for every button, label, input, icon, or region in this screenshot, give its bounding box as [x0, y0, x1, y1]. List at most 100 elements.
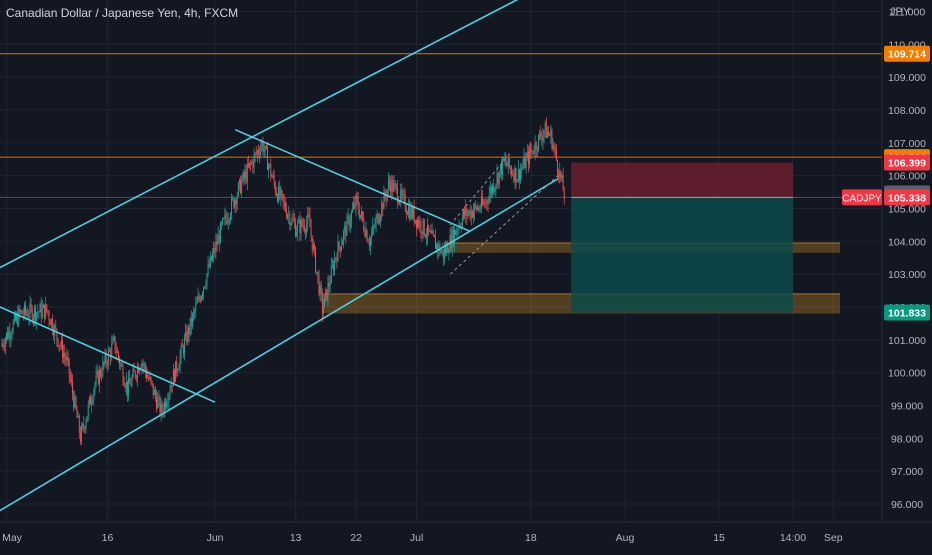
candle-body [129, 378, 131, 384]
candle-body [494, 188, 496, 192]
candle-body [306, 223, 308, 233]
candle-body [532, 150, 534, 154]
candle-body [503, 157, 505, 161]
candle-body [271, 176, 273, 178]
candle-body [480, 197, 482, 209]
candle-body [274, 183, 276, 193]
candle-body [318, 275, 320, 295]
candle-body [317, 271, 319, 276]
candle-body [461, 217, 463, 227]
candle-body [542, 134, 544, 141]
candle-body [457, 230, 459, 232]
candle-body [32, 317, 34, 321]
candle-body [346, 217, 348, 236]
candle-body [256, 150, 258, 155]
candle-body [368, 242, 370, 247]
candle-body [385, 196, 387, 199]
candle-body [95, 374, 97, 385]
candle-body [38, 311, 40, 313]
candle-body [141, 363, 143, 368]
candle-body [19, 308, 21, 313]
candle-body [551, 130, 553, 149]
candle-body [202, 293, 203, 296]
candle-body [559, 170, 561, 179]
candle-body [538, 134, 539, 150]
candle-body [64, 353, 66, 358]
candle-body [355, 195, 357, 208]
candle-body [546, 132, 548, 138]
candle-body [340, 245, 342, 251]
candle-body [107, 351, 109, 365]
candle-body [486, 200, 488, 203]
candle-body [245, 171, 247, 182]
candle-body [210, 256, 212, 261]
candle-body [13, 314, 15, 322]
candle-body [338, 241, 340, 247]
candle-body [204, 286, 206, 288]
candle-body [237, 183, 239, 196]
candle-body [308, 214, 310, 217]
candle-body [63, 353, 65, 358]
candle-body [6, 332, 7, 340]
candle-body [552, 145, 554, 149]
candle-body [365, 230, 367, 237]
candle-body [389, 181, 390, 184]
candle-body [30, 303, 32, 308]
candle-body [67, 356, 69, 359]
candle-body [300, 219, 302, 234]
candle-body [419, 220, 421, 227]
candle-body [190, 317, 192, 326]
candle-body [527, 152, 529, 164]
candle-body [40, 303, 42, 318]
candle-body [510, 167, 511, 170]
candle-body [106, 363, 108, 365]
candle-body [356, 195, 358, 200]
candle-body [485, 200, 487, 205]
candle-body [218, 235, 220, 244]
candle-body [506, 164, 508, 167]
candle-body [415, 219, 417, 228]
candle-body [112, 339, 114, 344]
candle-body [475, 204, 477, 207]
candle-body [39, 303, 41, 312]
candle-body [436, 243, 438, 249]
candle-body [169, 391, 171, 395]
candle-body [505, 159, 507, 165]
candle-body [59, 345, 61, 347]
candle-body [523, 156, 525, 167]
candle-body [140, 367, 142, 369]
candle-body [277, 194, 278, 202]
candle-body [548, 132, 550, 134]
trendlines[interactable] [0, 0, 559, 512]
candle-body [68, 358, 70, 376]
candle-body [427, 224, 429, 237]
candle-body [132, 369, 134, 378]
candle-body [557, 160, 558, 173]
candle-body [305, 230, 306, 233]
candle-body [549, 133, 551, 136]
candle-body [339, 246, 341, 251]
candle-body [387, 181, 389, 190]
candle-body [309, 216, 311, 228]
position-tool[interactable] [571, 162, 793, 313]
candle-body [116, 351, 118, 353]
candle-body [331, 265, 333, 267]
candle-body [311, 235, 313, 250]
y-tick-label: 96.000 [891, 499, 923, 511]
candle-body [207, 264, 209, 274]
candle-body [279, 186, 281, 198]
candle-body [498, 170, 500, 184]
candle-body [121, 363, 123, 367]
candle-body [90, 396, 91, 405]
candle-body [363, 219, 365, 230]
take-profit-zone [571, 197, 793, 313]
candle-body [377, 214, 379, 224]
candle-body [307, 214, 309, 224]
candle-body [12, 321, 14, 333]
candle-body [325, 289, 327, 296]
candle-body [36, 312, 38, 321]
x-tick-label: 18 [525, 532, 537, 544]
candle-body [447, 244, 449, 254]
